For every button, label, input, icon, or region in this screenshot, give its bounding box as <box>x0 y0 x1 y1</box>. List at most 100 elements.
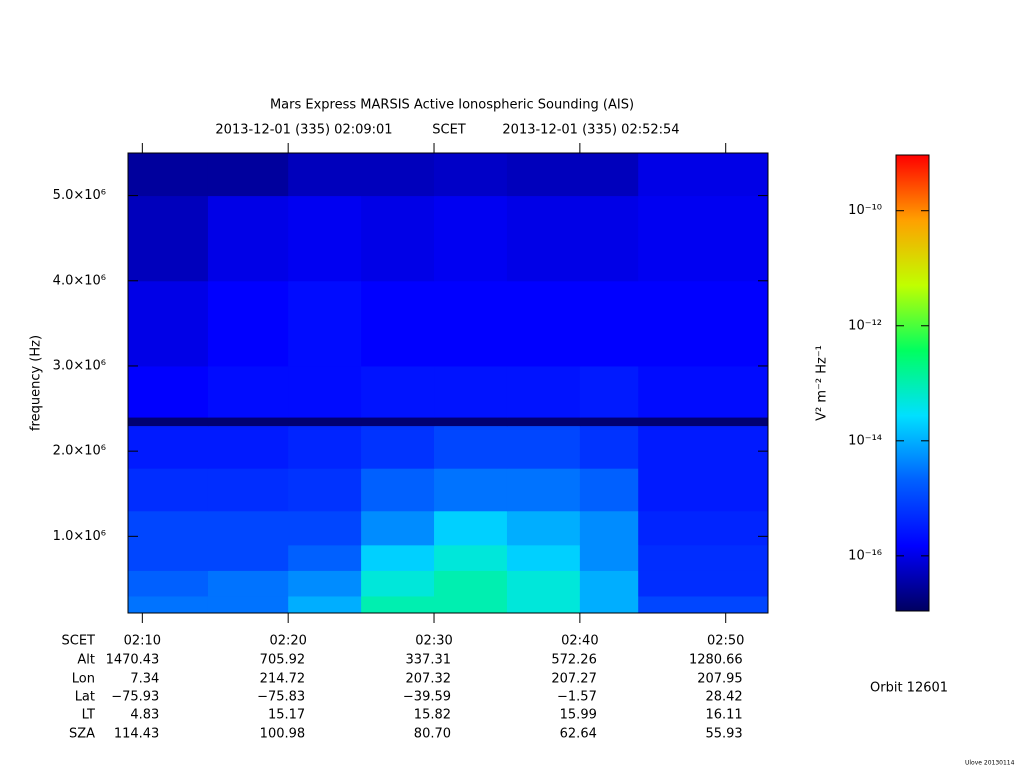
table-cell: 16.11 <box>705 708 742 723</box>
cell <box>638 365 769 418</box>
cell <box>506 365 581 418</box>
cell <box>638 153 769 197</box>
cell <box>288 280 362 367</box>
cell <box>207 425 289 469</box>
cell <box>207 280 289 367</box>
cell <box>288 153 362 197</box>
table-cell: 705.92 <box>260 653 306 668</box>
plot-frame <box>127 152 769 614</box>
table-cell: 15.99 <box>560 708 597 723</box>
cell <box>434 570 508 597</box>
y-tick-label: 5.0×10⁶ <box>53 188 106 203</box>
cell <box>638 510 769 546</box>
table-row-label: Lat <box>75 690 95 705</box>
cell <box>579 425 639 469</box>
cell <box>579 595 639 614</box>
cell <box>506 544 581 571</box>
cell <box>361 510 435 546</box>
colorbar-tick-label: 10⁻¹⁶ <box>848 548 882 563</box>
cell <box>288 544 362 571</box>
cell <box>361 595 435 614</box>
cell <box>506 595 581 614</box>
colorbar-tick-label: 10⁻¹² <box>848 318 882 333</box>
cell <box>288 570 362 597</box>
spectrogram <box>128 153 769 614</box>
cell <box>579 280 639 367</box>
cell <box>638 280 769 367</box>
cell <box>579 510 639 546</box>
table-cell: 1470.43 <box>106 653 160 668</box>
table-cell: 207.32 <box>406 672 452 687</box>
cell <box>434 195 508 282</box>
cell <box>361 195 435 282</box>
table-cell: 4.83 <box>130 708 159 723</box>
cell <box>288 595 362 614</box>
cell <box>434 544 508 571</box>
table-cell: 572.26 <box>551 653 597 668</box>
cell <box>506 468 581 512</box>
chart-title: Mars Express MARSIS Active Ionospheric S… <box>270 98 634 113</box>
cell <box>128 544 209 571</box>
cell <box>638 468 769 512</box>
cell <box>579 468 639 512</box>
cell <box>128 365 209 418</box>
table-row-label: Lon <box>72 672 95 687</box>
table-row-label: LT <box>82 708 95 723</box>
table-cell: −39.59 <box>403 690 451 705</box>
cell <box>207 195 289 282</box>
table-cell: 15.82 <box>414 708 451 723</box>
table-cell: 207.95 <box>697 672 743 687</box>
cell <box>207 544 289 571</box>
cell <box>638 595 769 614</box>
table-cell: 207.27 <box>551 672 597 687</box>
cell <box>207 595 289 614</box>
table-cell: 1280.66 <box>689 653 743 668</box>
table-cell: 80.70 <box>414 727 451 742</box>
x-tick-label: 02:10 <box>124 634 161 649</box>
x-tick-label: 02:40 <box>561 634 598 649</box>
cell <box>361 365 435 418</box>
colorbar-label: V² m⁻² Hz⁻¹ <box>815 345 830 421</box>
cell <box>434 425 508 469</box>
end-time: 2013-12-01 (335) 02:52:54 <box>502 123 679 138</box>
x-tick-label: 02:50 <box>707 634 744 649</box>
colorbar-tick-label: 10⁻¹⁴ <box>848 433 882 448</box>
cell <box>361 468 435 512</box>
colorbar-tick-label: 10⁻¹⁰ <box>848 203 882 218</box>
cell <box>434 280 508 367</box>
orbit-label: Orbit 12601 <box>870 681 948 696</box>
cell <box>434 417 508 427</box>
table-row-label: SZA <box>69 727 95 742</box>
cell <box>579 195 639 282</box>
table-cell: 100.98 <box>260 727 306 742</box>
cell <box>361 280 435 367</box>
cell <box>506 153 581 197</box>
colorbar <box>895 154 930 612</box>
cell <box>506 425 581 469</box>
y-tick-label: 1.0×10⁶ <box>53 529 106 544</box>
cell <box>128 153 209 197</box>
table-cell: 114.43 <box>114 727 160 742</box>
cell <box>638 544 769 571</box>
cell <box>361 417 435 427</box>
cell <box>128 425 209 469</box>
cell <box>506 195 581 282</box>
cell <box>434 365 508 418</box>
y-tick-label: 2.0×10⁶ <box>53 444 106 459</box>
cell <box>579 544 639 571</box>
table-row-label: SCET <box>62 634 96 649</box>
cell <box>128 468 209 512</box>
cell <box>288 510 362 546</box>
cell <box>579 153 639 197</box>
cell <box>128 570 209 597</box>
cell <box>579 570 639 597</box>
cell <box>506 417 581 427</box>
table-cell: 28.42 <box>705 690 742 705</box>
table-cell: 7.34 <box>130 672 159 687</box>
x-tick-label: 02:20 <box>269 634 306 649</box>
x-tick-label: 02:30 <box>415 634 452 649</box>
table-row-label: Alt <box>77 653 95 668</box>
cell <box>207 365 289 418</box>
cell <box>128 510 209 546</box>
